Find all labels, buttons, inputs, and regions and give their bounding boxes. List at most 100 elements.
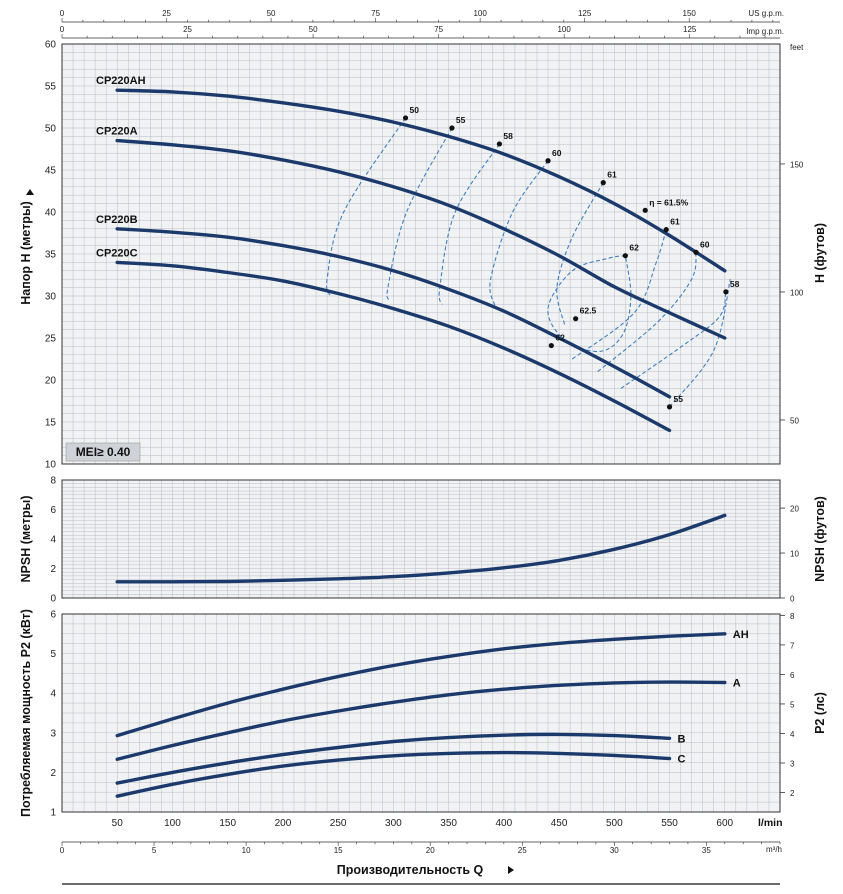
efficiency-curve-60: [489, 160, 549, 307]
y-tick-label: 2: [50, 768, 56, 779]
head-ylabel-arrow-icon: [26, 189, 34, 195]
x-secondary-tick-label: 20: [426, 846, 435, 855]
y-right-tick-label: 150: [790, 160, 804, 169]
x-secondary-tick-label: 50: [267, 9, 276, 18]
x-secondary-tick-label: 25: [183, 25, 192, 34]
x-secondary-tick-label: 125: [683, 25, 697, 34]
mei-badge-text: MEI≥ 0.40: [76, 445, 131, 459]
series-line-a: [115, 680, 727, 761]
efficiency-label: 60: [552, 148, 562, 158]
y-tick-label: 6: [50, 505, 56, 516]
y-tick-label: 25: [45, 334, 57, 345]
power-grid: [62, 614, 780, 812]
x-secondary-tick-label: 50: [309, 25, 318, 34]
y-tick-label: 8: [50, 476, 56, 487]
x-secondary-tick-label: 0: [60, 9, 65, 18]
efficiency-label: 61: [670, 217, 680, 227]
x-tick-label: 350: [440, 818, 457, 829]
head-right-unit: feet: [790, 43, 804, 52]
y-tick-label: 55: [45, 82, 57, 93]
efficiency-curve-60: [597, 252, 697, 373]
y-tick-label: 10: [45, 460, 57, 471]
x-secondary-tick-label: 25: [518, 846, 527, 855]
x-tick-label: 300: [385, 818, 402, 829]
y-tick-label: 0: [50, 594, 56, 605]
y-tick-label: 4: [50, 535, 56, 546]
x-tick-label: 250: [330, 818, 347, 829]
efficiency-curve-55: [669, 279, 731, 408]
power-series-label-b: B: [678, 733, 686, 745]
efficiency-point-marker: [545, 158, 551, 164]
x-tick-label: 600: [716, 818, 733, 829]
x-tick-label: 400: [496, 818, 513, 829]
efficiency-label: η = 61.5%: [649, 197, 688, 207]
head-curves: [115, 88, 727, 433]
head-plot-border: [61, 43, 781, 465]
efficiency-point-marker: [622, 253, 628, 259]
series-line-cp220ah: [115, 88, 727, 273]
efficiency-point-marker: [402, 115, 409, 121]
efficiency-curve-55: [386, 127, 453, 301]
power-ylabel-right: P2 (лс): [813, 692, 827, 734]
series-line-b: [115, 732, 672, 785]
y-right-tick-label: 5: [790, 700, 795, 709]
npsh-ylabel: NPSH (метры): [19, 496, 33, 583]
tick-labels: 1015202530354045505560501001500246801020…: [45, 9, 804, 855]
efficiency-label: 58: [730, 279, 740, 289]
series-line-cp220c: [115, 260, 672, 433]
y-right-tick-label: 6: [790, 671, 795, 680]
efficiency-label: 55: [674, 394, 684, 404]
power-plot-border: [61, 613, 781, 813]
y-right-tick-label: 0: [790, 595, 795, 604]
x-primary-unit-label: l/min: [758, 817, 783, 829]
imp-gpm-unit-label: Imp g.p.m.: [746, 27, 784, 36]
efficiency-label: 50: [410, 105, 420, 115]
power-series-label-a: A: [733, 678, 741, 690]
efficiency-label: 62.5: [580, 306, 597, 316]
series-label-cp220a: CP220A: [96, 126, 138, 138]
x-tick-label: 550: [661, 818, 678, 829]
efficiency-curves: [326, 117, 731, 408]
series-line-npsh: [115, 513, 727, 584]
y-right-tick-label: 3: [790, 760, 795, 769]
y-tick-label: 3: [50, 728, 56, 739]
power-ylabel: Потребляемая мощность P2 (кВт): [19, 609, 33, 817]
efficiency-point-marker: [548, 342, 554, 349]
x-tick-label: 50: [112, 818, 124, 829]
bottom-axes: l/min m³/h Производительность Q: [62, 817, 783, 885]
efficiency-curve-58: [438, 143, 500, 305]
y-right-tick-label: 100: [790, 288, 804, 297]
efficiency-label: 62: [555, 333, 565, 343]
series-label-cp220ah: CP220AH: [96, 75, 146, 87]
y-right-tick-label: 8: [790, 612, 795, 621]
x-secondary-tick-label: 0: [60, 25, 65, 34]
efficiency-curve-61: [556, 182, 604, 325]
power-labels: AH A BC: [678, 629, 749, 766]
efficiency-point-marker: [666, 404, 673, 410]
npsh-plot-border: [61, 479, 781, 599]
y-right-tick-label: 50: [790, 416, 799, 425]
head-ylabel-right: H (футов): [813, 223, 827, 283]
efficiency-point-marker: [642, 207, 648, 213]
y-right-tick-label: 7: [790, 641, 795, 650]
efficiency-point-marker: [496, 141, 503, 147]
efficiency-point-marker: [600, 180, 606, 186]
x-secondary-tick-label: 30: [610, 846, 619, 855]
y-tick-label: 20: [45, 376, 57, 387]
y-tick-label: 35: [45, 250, 57, 261]
y-tick-label: 1: [50, 808, 56, 819]
x-secondary-tick-label: 100: [557, 25, 571, 34]
y-tick-label: 2: [50, 564, 56, 575]
x-secondary-tick-label: 150: [683, 9, 697, 18]
efficiency-point-marker: [723, 289, 729, 295]
left-axis-titles: Напор H (метры) NPSH (метры) Потребляема…: [19, 189, 34, 817]
efficiency-point-marker: [449, 125, 455, 131]
y-tick-label: 4: [50, 689, 56, 700]
y-right-tick-label: 20: [790, 505, 799, 514]
x-secondary-tick-label: 5: [152, 846, 157, 855]
head-panel: CP220AH CP220A CP220B CP220C 50 55 58 60 61 η = 6…: [61, 43, 804, 465]
x-axis-arrow-icon: [508, 866, 514, 874]
y-right-tick-label: 4: [790, 730, 795, 739]
x-secondary-tick-label: 0: [60, 846, 65, 855]
